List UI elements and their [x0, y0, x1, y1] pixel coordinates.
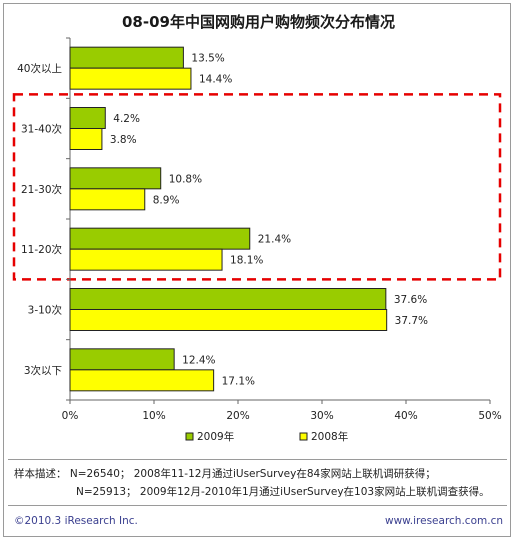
category-label: 3-10次 — [28, 304, 63, 317]
bar-series-2 — [69, 128, 103, 150]
data-label: 10.8% — [169, 173, 202, 185]
category-label: 21-30次 — [21, 183, 63, 196]
data-label: 8.9% — [153, 194, 180, 206]
sample-note-line2: N=25913； 2009年12月-2010年1月通过iUserSurvey在1… — [76, 486, 490, 498]
data-label: 14.4% — [199, 74, 232, 86]
category-label: 11-20次 — [21, 243, 63, 256]
category-label: 31-40次 — [21, 123, 63, 136]
bar-series-1 — [69, 46, 184, 69]
data-label: 4.2% — [113, 113, 140, 125]
legend-label: 2008年 — [311, 430, 348, 443]
bar-series-1 — [69, 167, 162, 190]
data-label: 13.5% — [191, 53, 224, 65]
legend-label: 2009年 — [197, 430, 234, 443]
x-tick-label: 20% — [226, 410, 249, 422]
data-label: 18.1% — [230, 255, 263, 267]
x-tick-label: 40% — [394, 410, 417, 422]
footer-divider-top — [8, 459, 507, 460]
bar-series-2 — [69, 369, 215, 392]
legend-swatch — [185, 432, 194, 441]
bar-series-2 — [69, 188, 146, 211]
footer-divider-bottom — [8, 505, 507, 506]
legend-swatch — [299, 432, 308, 441]
data-label: 12.4% — [182, 354, 215, 366]
x-tick-label: 30% — [310, 410, 333, 422]
bar-series-2 — [69, 248, 223, 271]
bar-series-2 — [69, 67, 192, 90]
bar-series-2 — [69, 309, 388, 331]
category-label: 3次以下 — [24, 364, 62, 377]
bar-series-1 — [69, 227, 251, 250]
chart-title: 08-09年中国网购用户购物频次分布情况 — [122, 13, 395, 31]
bar-series-1 — [69, 348, 175, 371]
highlight-dashed-box — [12, 93, 502, 281]
x-tick-label: 0% — [62, 410, 79, 422]
x-tick-label: 10% — [142, 410, 165, 422]
copyright-text: ©2010.3 iResearch Inc. — [14, 515, 138, 527]
x-tick-label: 50% — [478, 410, 501, 422]
category-label: 40次以上 — [17, 62, 62, 75]
data-label: 17.1% — [222, 375, 255, 387]
data-label: 37.6% — [394, 294, 427, 306]
data-label: 3.8% — [110, 134, 137, 146]
bar-series-1 — [69, 107, 106, 129]
website-text: www.iresearch.com.cn — [384, 515, 503, 527]
bar-series-1 — [69, 288, 387, 310]
data-label: 37.7% — [395, 315, 428, 327]
data-label: 21.4% — [258, 234, 291, 246]
sample-note-line1: 样本描述： N=26540； 2008年11-12月通过iUserSurvey在… — [14, 468, 436, 480]
